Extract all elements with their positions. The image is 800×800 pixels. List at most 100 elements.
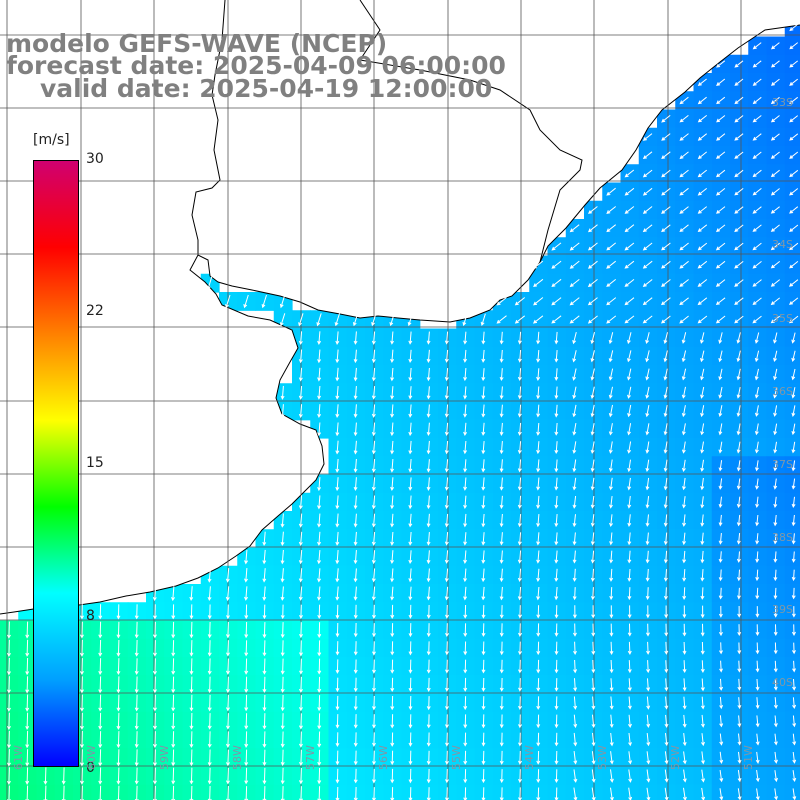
wind-arrow [445,677,449,692]
wind-arrow [390,349,395,364]
wind-cell [784,565,800,585]
wind-arrow [134,604,139,620]
wind-arrow [789,42,799,50]
wind-arrow [755,514,760,527]
wind-arrow [591,714,596,729]
wind-arrow [189,712,194,730]
wind-arrow [572,568,577,582]
wind-arrow [682,751,687,765]
wind-arrow [609,641,614,655]
wind-arrow [372,623,376,638]
wind-arrow [244,549,249,565]
wind-arrow [244,767,249,785]
wind-arrow [682,641,687,655]
wind-arrow [79,712,84,730]
wind-arrow [280,549,285,565]
wind-arrow [98,621,103,639]
wind-arrow [80,604,84,620]
wind-arrow [645,386,650,399]
wind-arrow [701,769,706,783]
wind-arrow [752,242,762,251]
wind-arrow [791,569,796,582]
wind-arrow [225,694,230,712]
wind-arrow [518,732,523,747]
wind-arrow [679,206,689,214]
wind-arrow [788,279,799,287]
wind-arrow [463,586,468,601]
wind-arrow [627,532,632,546]
wind-arrow [536,659,541,674]
wind-arrow [718,587,723,600]
wind-arrow [6,621,11,639]
wind-arrow [152,694,157,712]
wind-arrow [736,350,741,363]
wind-arrow [663,386,668,399]
lat-label-40s: 40S [772,676,793,689]
wind-arrow [372,641,376,656]
wind-arrow [754,423,759,436]
wind-arrow [25,676,30,694]
border-line [191,0,226,255]
wind-arrow [551,242,562,251]
wind-arrow [408,349,413,364]
wind-arrow [736,386,741,399]
wind-arrow [773,624,778,636]
wind-arrow [481,477,486,491]
wind-arrow [445,623,450,638]
lon-label-57w: 57W [304,745,317,770]
wind-arrow [335,349,340,364]
lon-label-56w: 56W [377,745,390,770]
wind-arrow [608,386,613,400]
wind-arrow [390,531,395,546]
wind-arrow [353,495,358,510]
wind-arrow [573,769,578,783]
wind-arrow [280,749,285,767]
wind-arrow [496,297,507,306]
wind-arrow [755,478,759,490]
wind-arrow [536,422,541,436]
wind-arrow [624,169,635,178]
wind-arrow [736,368,741,381]
wind-arrow [554,769,559,784]
wind-arrow [499,495,504,510]
wind-arrow [754,386,759,399]
wind-arrow [587,242,598,251]
wind-arrow [335,367,340,382]
wind-arrow [646,714,651,728]
wind-arrow [481,459,486,473]
wind-arrow [734,242,744,251]
wind-arrow [608,477,613,491]
wind-arrow [715,315,726,324]
wind-arrow [116,694,121,712]
wind-arrow [715,260,726,269]
wind-arrow [189,749,194,767]
wind-arrow [536,696,541,710]
wind-cell [784,328,800,348]
wind-arrow [444,532,449,546]
wind-arrow [791,478,796,490]
wind-arrow [627,441,632,454]
wind-arrow [6,657,11,676]
wind-arrow [280,731,285,748]
wind-arrow [661,187,671,196]
wind-arrow [791,350,796,363]
wind-arrow [353,786,358,800]
wind-arrow [791,387,796,399]
wind-arrow [701,751,705,765]
wind-arrow [773,478,778,490]
wind-arrow [280,385,285,400]
wind-arrow [98,658,103,676]
wind-cell [784,730,800,749]
wind-arrow [152,676,157,694]
wind-arrow [572,404,577,418]
wind-arrow [408,440,413,455]
wind-arrow [317,622,322,639]
wind-arrow [642,151,653,160]
wind-arrow [463,513,468,528]
wind-arrow [627,641,632,655]
wind-arrow [463,368,468,382]
wind-cell [784,91,800,111]
wind-arrow [499,441,504,455]
wind-arrow [280,604,285,620]
wind-arrow [663,532,668,546]
